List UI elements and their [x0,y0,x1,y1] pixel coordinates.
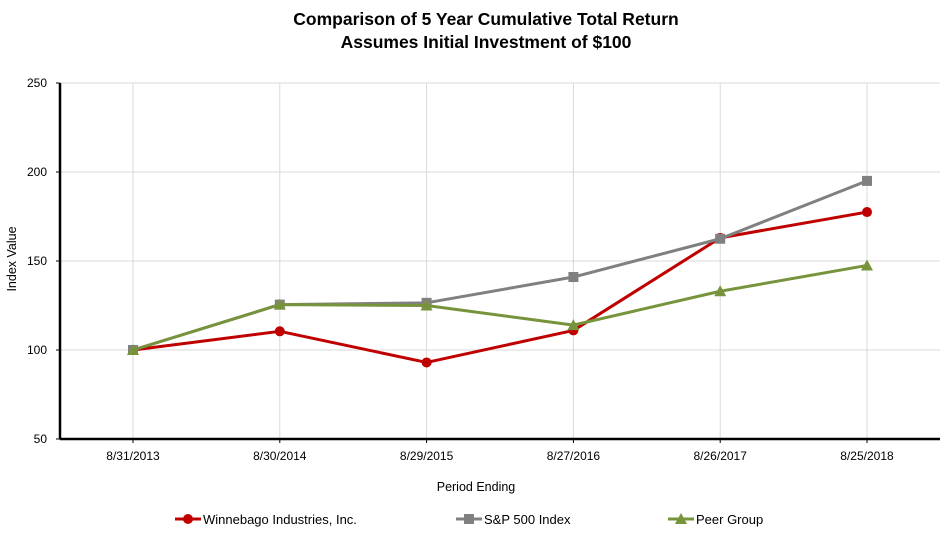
data-point [862,207,872,218]
x-axis-label: Period Ending [437,480,516,494]
series-3 [127,259,873,355]
y-tick-label: 50 [34,432,48,446]
legend-label: S&P 500 Index [484,512,571,527]
chart-subtitle: Assumes Initial Investment of $100 [341,32,632,52]
series-2 [128,175,872,355]
data-point [421,357,432,368]
legend-swatch-marker [464,514,474,524]
x-tick-label: 8/27/2016 [547,449,601,463]
y-tick-label: 100 [27,343,47,357]
x-tick-label: 8/31/2013 [106,449,160,463]
axes [56,82,940,443]
chart-title: Comparison of 5 Year Cumulative Total Re… [293,9,678,29]
series-lines [127,175,873,368]
y-tick-label: 200 [27,165,47,179]
legend-item: Peer Group [668,512,763,527]
data-point [567,319,580,331]
data-point [274,326,285,337]
x-tick-label: 8/25/2018 [840,449,894,463]
x-tick-label: 8/30/2014 [253,449,307,463]
legend: Winnebago Industries, Inc. S&P 500 Index P… [175,512,763,527]
legend-item: Winnebago Industries, Inc. [175,512,357,527]
y-tick-label: 250 [27,76,47,90]
series-line [132,263,868,352]
series-line [132,210,868,364]
y-tick-label: 150 [27,254,47,268]
data-point [273,298,286,310]
x-tick-label: 8/29/2015 [400,449,454,463]
series-line [132,179,868,352]
y-axis-label: Index Value [5,226,19,291]
data-point [127,344,139,355]
series-1 [128,207,872,368]
data-point [420,299,433,311]
legend-swatch-marker [183,514,193,524]
y-tick-labels: 50 100 150 200 250 [27,76,47,446]
x-tick-labels: 8/31/2013 8/30/2014 8/29/2015 8/27/2016 8/26… [106,449,894,463]
gridlines [60,82,940,439]
data-point [715,233,726,244]
data-point [862,175,872,186]
data-point [714,285,727,297]
data-point [568,272,579,283]
legend-swatch-marker [675,513,687,524]
x-tick-label: 8/26/2017 [694,449,748,463]
legend-item: S&P 500 Index [456,512,571,527]
data-point [861,259,873,271]
legend-label: Winnebago Industries, Inc. [203,512,357,527]
legend-label: Peer Group [696,512,763,527]
